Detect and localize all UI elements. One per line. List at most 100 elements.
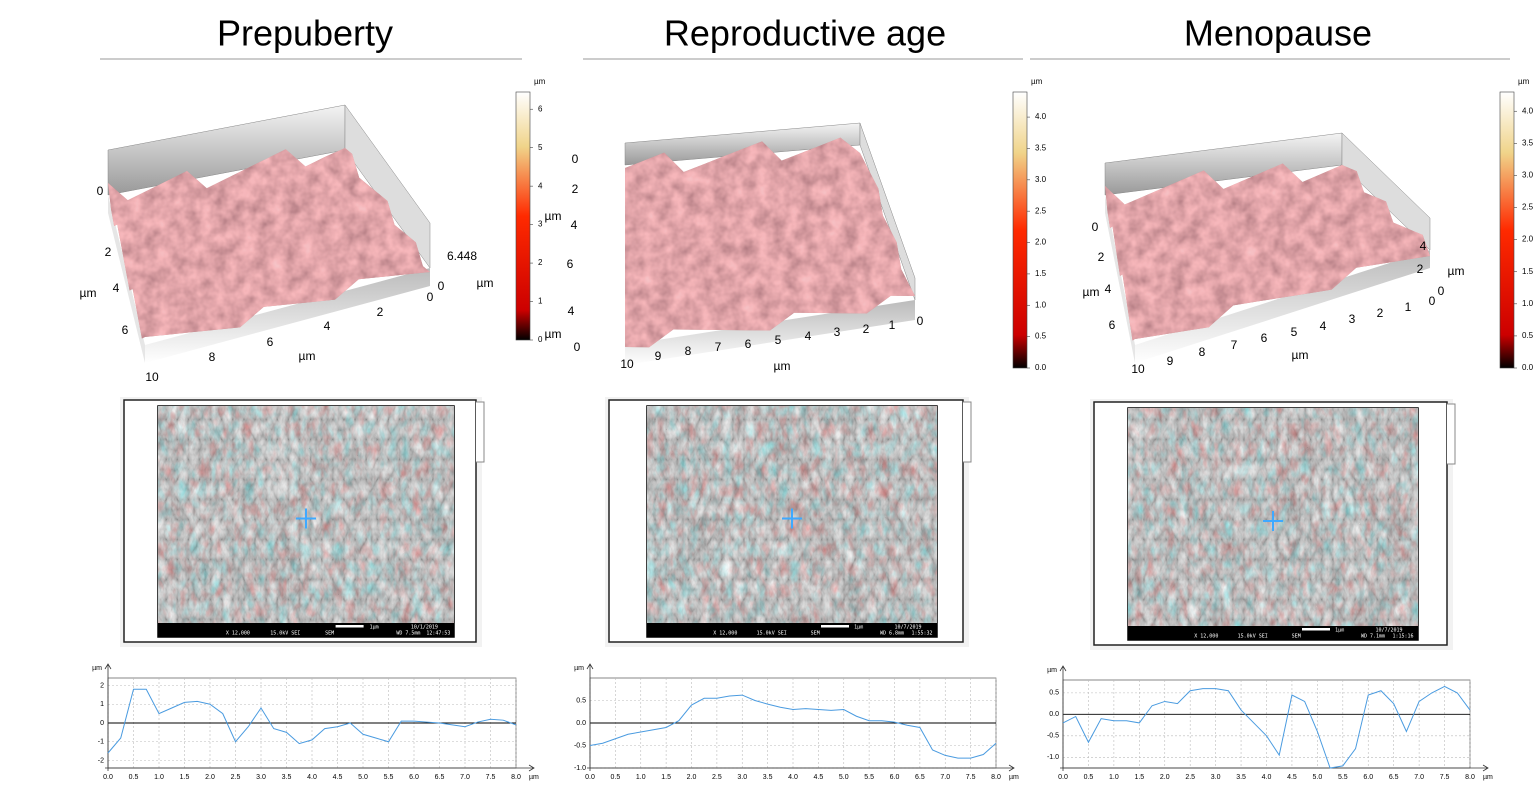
colorbar-tick-label: 3 — [538, 220, 543, 229]
surface-axis-label: µm — [299, 349, 316, 363]
surface-axis-label: 2 — [1098, 250, 1105, 264]
colorbar-tick-label: 2 — [538, 258, 543, 267]
surface-front-skirt — [1135, 250, 1430, 363]
surface-axis-label: µm — [1292, 348, 1309, 362]
sem-handle — [1447, 403, 1456, 465]
x-tick-label: 2.5 — [712, 774, 722, 781]
colorbar — [1499, 91, 1515, 369]
x-tick-label: 8.0 — [991, 774, 1001, 781]
colorbar-tick-label: 2.0 — [1522, 235, 1534, 244]
panel-title: Reproductive age — [664, 13, 946, 54]
surface-axis-label: 4 — [568, 304, 575, 318]
x-tick-label: 1.5 — [1134, 774, 1144, 781]
surface-axis-label: 1 — [1405, 300, 1412, 314]
colorbar-tick-label: 0 — [538, 335, 543, 344]
y-unit: µm — [92, 665, 102, 672]
sem-info-text: 1:55:32 — [911, 631, 932, 637]
surface-axis-label: 2 — [1377, 306, 1384, 320]
x-tick-label: 8.0 — [511, 774, 521, 781]
surface-axis-label: 0 — [574, 340, 581, 354]
sem-info-text: SEM — [1292, 634, 1301, 640]
sem-crosshair — [782, 508, 802, 529]
profile-line — [107, 688, 517, 754]
sem-info-text: 1µm — [854, 625, 863, 631]
surface-axis-label: 6 — [267, 335, 274, 349]
sem-info-text: 10/7/2019 — [1375, 628, 1402, 634]
y-tick-label: -0.5 — [1047, 733, 1059, 740]
surface-axis-label: µm — [477, 276, 494, 290]
surface-axis-label: 4 — [1105, 282, 1112, 296]
surface-axis-label: µm — [545, 327, 562, 341]
sem-info-text: X 12,000 — [226, 631, 250, 637]
x-tick-label: 3.0 — [256, 774, 266, 781]
sem-scale-bar — [335, 625, 364, 628]
x-tick-label: 1.0 — [636, 774, 646, 781]
y-tick-label: 0.5 — [576, 697, 586, 704]
surface-axis-label: 1 — [889, 318, 896, 332]
axis-arrows — [104, 663, 535, 772]
x-tick-label: 7.5 — [966, 774, 976, 781]
x-tick-label: 5.5 — [1338, 774, 1348, 781]
sem-info-text: SEM — [811, 631, 820, 637]
surface-axis-label: 9 — [1167, 354, 1174, 368]
surface-side-wall — [1341, 132, 1431, 251]
x-tick-label: 6.0 — [890, 774, 900, 781]
surface-axis-label: 4 — [1420, 239, 1427, 253]
x-tick-label: 4.0 — [788, 774, 798, 781]
surface-axis-label: 6 — [122, 323, 129, 337]
surface-axis-label: 3 — [1349, 312, 1356, 326]
colorbar-tick-label: 0.0 — [1035, 363, 1047, 372]
colorbar-tick-label: 3.0 — [1522, 171, 1534, 180]
surface-texture — [108, 148, 430, 339]
x-tick-label: 1.5 — [661, 774, 671, 781]
x-tick-label: 6.0 — [1363, 774, 1373, 781]
x-tick-label: 3.5 — [282, 774, 292, 781]
surface-left-skirt — [1105, 195, 1135, 363]
y-tick-label: 2 — [100, 682, 104, 689]
x-tick-label: 7.0 — [1414, 774, 1424, 781]
colorbar-tick-label: 0.5 — [1522, 331, 1534, 340]
x-tick-label: 8.0 — [1465, 774, 1475, 781]
colorbar-tick-label: 5 — [538, 143, 543, 152]
colorbar-tick-label: 2.5 — [1522, 203, 1534, 212]
x-tick-label: 1.5 — [180, 774, 190, 781]
surface-side-wall — [344, 104, 431, 269]
colorbar-tick-label: 0.0 — [1522, 363, 1534, 372]
sem-info-text: X 12,000 — [1194, 634, 1218, 640]
y-tick-label: 0.5 — [1049, 690, 1059, 697]
panel-title: Menopause — [1184, 13, 1372, 54]
colorbar-unit: µm — [534, 77, 546, 86]
sem-info-text: 10/7/2019 — [894, 625, 921, 631]
colorbar-tick-label: 1.0 — [1522, 299, 1534, 308]
surface-axis-label: 10 — [1131, 362, 1145, 376]
y-tick-label: -0.5 — [574, 742, 586, 749]
surface-left-skirt — [108, 195, 145, 363]
x-tick-label: 6.5 — [915, 774, 925, 781]
profile-line — [1062, 685, 1471, 769]
surface-axis-label: 4 — [571, 218, 578, 232]
surface-axis-label: 7 — [1231, 338, 1238, 352]
x-tick-label: 6.5 — [435, 774, 445, 781]
surface-axis-label: 2 — [377, 305, 384, 319]
x-tick-label: 5.5 — [864, 774, 874, 781]
x-tick-label: 7.5 — [486, 774, 496, 781]
x-tick-label: 0.5 — [129, 774, 139, 781]
x-tick-label: 4.0 — [1262, 774, 1272, 781]
sem-crosshair — [296, 508, 316, 529]
x-tick-label: 3.0 — [737, 774, 747, 781]
surface-axis-label: 6 — [745, 337, 752, 351]
surface-texture — [625, 137, 915, 348]
x-tick-label: 1.0 — [154, 774, 164, 781]
sem-info-text: WD 7.5mm — [396, 631, 420, 637]
sem-info-text: 15.0kV SEI — [757, 631, 787, 637]
colorbar-tick-label: 2.5 — [1035, 206, 1047, 215]
y-unit: µm — [1047, 667, 1057, 674]
x-tick-label: 7.0 — [940, 774, 950, 781]
colorbar-tick-label: 1 — [538, 297, 543, 306]
surface-axis-label: 2 — [105, 245, 112, 259]
x-tick-label: 5.0 — [839, 774, 849, 781]
surface-axis-label: 2 — [572, 182, 579, 196]
x-tick-label: 0.0 — [103, 774, 113, 781]
surface-axis-label: µm — [774, 359, 791, 373]
y-tick-label: -1.0 — [574, 765, 586, 772]
